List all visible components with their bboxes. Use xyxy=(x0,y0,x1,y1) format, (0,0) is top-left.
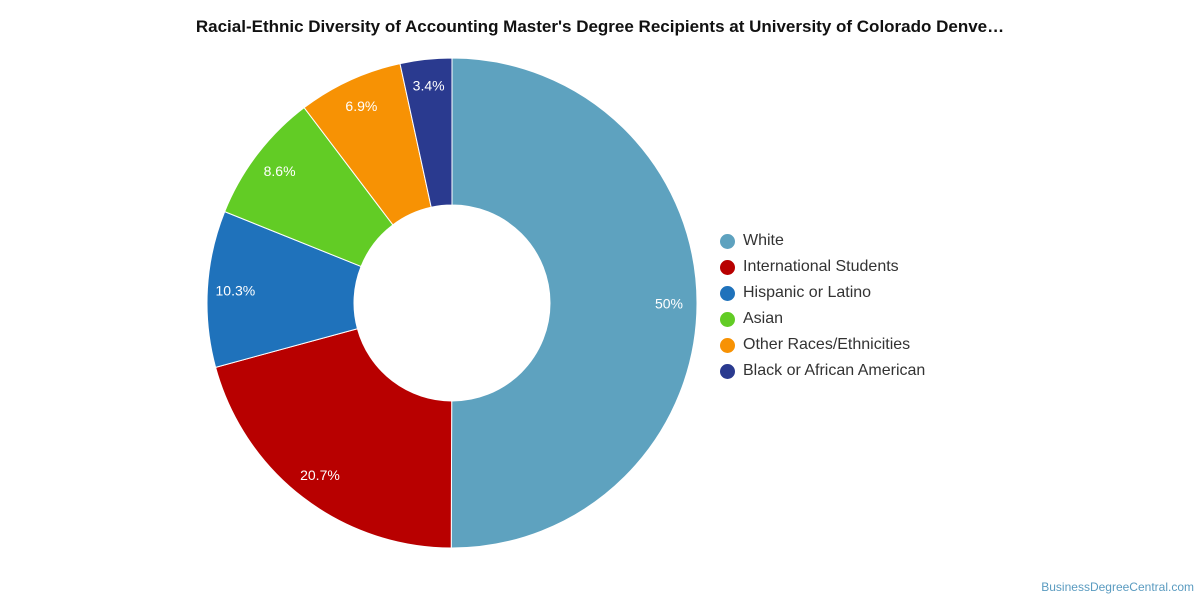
slice-hispanic-or-latino[interactable] xyxy=(206,210,362,368)
legend-label: Other Races/Ethnicities xyxy=(743,336,911,353)
legend-label: International Students xyxy=(743,258,899,275)
legend-swatch xyxy=(720,363,735,379)
chart-legend: White International Students Hispanic or L… xyxy=(720,228,925,384)
legend-swatch xyxy=(720,337,735,353)
legend-item-international-students[interactable]: International Students xyxy=(720,254,925,280)
legend-swatch xyxy=(720,233,735,249)
legend-label: Asian xyxy=(743,310,784,327)
slice-white[interactable] xyxy=(450,57,698,549)
legend-label: White xyxy=(743,232,784,249)
legend-swatch xyxy=(720,259,735,275)
data-label-black-or-african-american: 3.4% xyxy=(413,77,445,93)
legend-swatch xyxy=(720,311,735,327)
slice-black-or-african-american[interactable] xyxy=(399,57,453,208)
legend-item-other-races-ethnicities[interactable]: Other Races/Ethnicities xyxy=(720,332,925,358)
data-label-other-races-ethnicities: 6.9% xyxy=(345,98,377,114)
legend-swatch xyxy=(720,285,735,301)
data-label-international-students: 20.7% xyxy=(300,467,340,483)
legend-item-black-or-african-american[interactable]: Black or African American xyxy=(720,358,925,384)
legend-item-hispanic-or-latino[interactable]: Hispanic or Latino xyxy=(720,280,925,306)
source-credit[interactable]: BusinessDegreeCentral.com xyxy=(1041,580,1194,594)
slice-international-students[interactable] xyxy=(214,328,453,549)
legend-label: Black or African American xyxy=(743,362,926,379)
legend-item-asian[interactable]: Asian xyxy=(720,306,925,332)
legend-item-white[interactable]: White xyxy=(720,228,925,254)
data-label-white: 50% xyxy=(655,295,683,311)
data-label-hispanic-or-latino: 10.3% xyxy=(216,282,256,298)
legend-label: Hispanic or Latino xyxy=(743,284,872,301)
data-label-asian: 8.6% xyxy=(264,163,296,179)
chart-title: Racial-Ethnic Diversity of Accounting Ma… xyxy=(195,17,1005,36)
